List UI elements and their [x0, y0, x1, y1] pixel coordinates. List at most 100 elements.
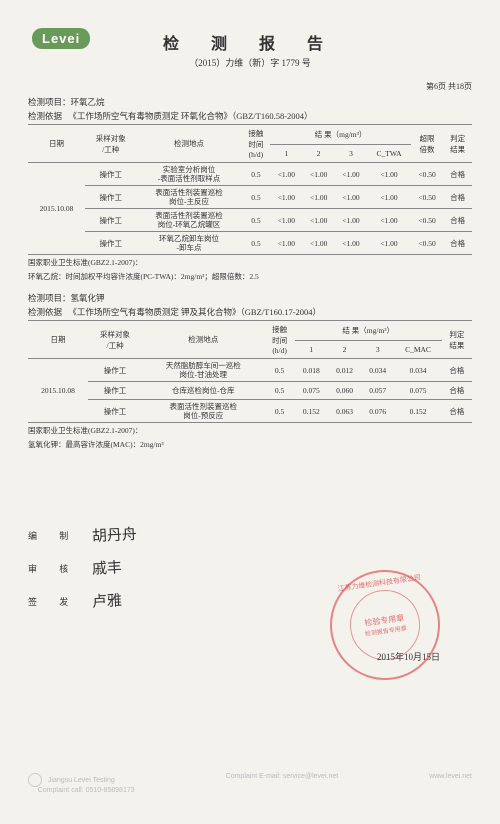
cell-contact: 0.5 — [242, 163, 271, 186]
basis-value: 《工作场所空气有毒物质测定 环氧化合物》（GBZ/T160.58-2004） — [68, 111, 312, 121]
th-result-group: 结 果（mg/m³） — [295, 321, 442, 341]
cell-v1: 0.152 — [295, 400, 328, 423]
cell-v2: 0.060 — [328, 382, 361, 400]
section2-item: 检测项目：氢氧化钾 — [28, 292, 472, 304]
footer-icon — [28, 773, 42, 787]
item-value: 氢氧化钾 — [71, 293, 105, 303]
cell-v2: <1.00 — [303, 232, 335, 255]
issue-name: 卢雅 — [91, 585, 123, 620]
cell-v3: 0.076 — [361, 400, 394, 423]
footer-company: Jiangsu Levei Testing — [48, 777, 115, 784]
compile-name: 胡丹舟 — [91, 519, 138, 554]
th-cmac: C_MAC — [394, 341, 441, 359]
th-date: 日期 — [28, 321, 88, 359]
th-c1: 1 — [295, 341, 328, 359]
cell-contact: 0.5 — [265, 359, 295, 382]
th-judge: 判定 结果 — [442, 321, 472, 359]
cell-judge: 合格 — [442, 359, 472, 382]
cell-subject: 操作工 — [88, 400, 142, 423]
cell-v3: 0.057 — [361, 382, 394, 400]
cell-ctwa: <1.00 — [367, 186, 411, 209]
page-footer: Jiangsu Levei Testing Complaint call: 05… — [28, 773, 472, 794]
cell-location: 实验室分析岗位 -表面活性剂取样点 — [136, 163, 241, 186]
cell-location: 天然脂肪醇车间一巡检 岗位-甘油处理 — [142, 359, 264, 382]
cell-v1: <1.00 — [270, 232, 302, 255]
cell-cmac: 0.075 — [394, 382, 441, 400]
cell-location: 表面活性剂装置巡检 岗位-环氧乙烷罐区 — [136, 209, 241, 232]
section1-footnote2: 环氧乙烷：时间加权平均容许浓度(PC-TWA)：2mg/m³；超限倍数：2.5 — [28, 272, 472, 283]
cell-location: 仓库巡检岗位-仓库 — [142, 382, 264, 400]
section2-basis: 检测依据 《工作场所空气有毒物质测定 钾及其化合物》（GBZ/T160.17-2… — [28, 306, 472, 318]
cell-judge: 合格 — [443, 209, 472, 232]
cell-contact: 0.5 — [242, 209, 271, 232]
section1-item: 检测项目：环氧乙烷 — [28, 96, 472, 108]
cell-contact: 0.5 — [242, 186, 271, 209]
cell-v3: <1.00 — [335, 232, 367, 255]
cell-v2: 0.063 — [328, 400, 361, 423]
table-row: 2015.10.08操作工实验室分析岗位 -表面活性剂取样点0.5<1.00<1… — [28, 163, 472, 186]
footer-url: www.levei.net — [429, 773, 472, 794]
stamp-date: 2015年10月15日 — [377, 650, 440, 663]
report-title: 检 测 报 告 — [28, 30, 472, 54]
section2-table: 日期 采样对象 /工种 检测地点 接触 时间 (h/d) 结 果（mg/m³） … — [28, 320, 472, 423]
th-result-group: 结 果（mg/m³） — [270, 125, 411, 145]
cell-subject: 操作工 — [85, 186, 136, 209]
table-row: 操作工表面活性剂装置巡检 岗位-预反应0.50.1520.0630.0760.1… — [28, 400, 472, 423]
page-number: 第6页 共18页 — [28, 81, 472, 92]
review-name: 戚丰 — [91, 552, 123, 587]
cell-date: 2015.10.08 — [28, 163, 85, 255]
cell-contact: 0.5 — [242, 232, 271, 255]
doc-number: （2015）力维（新）字 1779 号 — [28, 56, 472, 69]
cell-subject: 操作工 — [85, 232, 136, 255]
cell-v2: <1.00 — [303, 186, 335, 209]
th-contact: 接触 时间 (h/d) — [265, 321, 295, 359]
cell-location: 环氧乙烷卸车岗位 -卸车点 — [136, 232, 241, 255]
th-multiple: 超限 倍数 — [411, 125, 443, 163]
th-ctwa: C_TWA — [367, 145, 411, 163]
review-label: 审 核 — [28, 560, 78, 580]
section1-basis: 检测依据 《工作场所空气有毒物质测定 环氧化合物》（GBZ/T160.58-20… — [28, 110, 472, 122]
cell-contact: 0.5 — [265, 400, 295, 423]
cell-ctwa: <1.00 — [367, 163, 411, 186]
cell-v1: <1.00 — [270, 186, 302, 209]
basis-label: 检测依据 — [28, 111, 62, 121]
footer-phone: Complaint call: 0510-85898173 — [38, 787, 135, 794]
cell-subject: 操作工 — [88, 359, 142, 382]
cell-v2: <1.00 — [303, 209, 335, 232]
table-header-row: 日期 采样对象 /工种 检测地点 接触 时间 (h/d) 结 果（mg/m³） … — [28, 125, 472, 145]
cell-multiple: <0.50 — [411, 232, 443, 255]
table-header-row: 日期 采样对象 /工种 检测地点 接触 时间 (h/d) 结 果（mg/m³） … — [28, 321, 472, 341]
th-location: 检测地点 — [142, 321, 264, 359]
cell-v3: 0.034 — [361, 359, 394, 382]
footer-email: Complaint E-mail: service@levei.net — [226, 773, 339, 794]
compile-label: 编 制 — [28, 527, 78, 547]
item-label: 检测项目： — [28, 97, 71, 107]
table-row: 操作工表面活性剂装置巡检 岗位-环氧乙烷罐区0.5<1.00<1.00<1.00… — [28, 209, 472, 232]
th-contact: 接触 时间 (h/d) — [242, 125, 271, 163]
cell-subject: 操作工 — [85, 209, 136, 232]
item-value: 环氧乙烷 — [71, 97, 105, 107]
section2-footnote2: 氢氧化钾：最高容许浓度(MAC)：2mg/m³ — [28, 440, 472, 451]
cell-ctwa: <1.00 — [367, 232, 411, 255]
th-date: 日期 — [28, 125, 85, 163]
cell-ctwa: <1.00 — [367, 209, 411, 232]
section1-footnote1: 国家职业卫生标准(GBZ2.1-2007)： — [28, 258, 472, 269]
cell-location: 表面活性剂装置巡检 岗位-预反应 — [142, 400, 264, 423]
th-c3: 3 — [361, 341, 394, 359]
th-judge: 判定 结果 — [443, 125, 472, 163]
table-row: 操作工仓库巡检岗位-仓库0.50.0750.0600.0570.075合格 — [28, 382, 472, 400]
cell-subject: 操作工 — [88, 382, 142, 400]
cell-multiple: <0.50 — [411, 163, 443, 186]
cell-judge: 合格 — [443, 163, 472, 186]
th-subject: 采样对象 /工种 — [85, 125, 136, 163]
cell-v3: <1.00 — [335, 186, 367, 209]
cell-cmac: 0.152 — [394, 400, 441, 423]
cell-subject: 操作工 — [85, 163, 136, 186]
cell-v3: <1.00 — [335, 163, 367, 186]
th-c2: 2 — [328, 341, 361, 359]
table-row: 操作工环氧乙烷卸车岗位 -卸车点0.5<1.00<1.00<1.00<1.00<… — [28, 232, 472, 255]
section1-table: 日期 采样对象 /工种 检测地点 接触 时间 (h/d) 结 果（mg/m³） … — [28, 124, 472, 255]
cell-multiple: <0.50 — [411, 209, 443, 232]
basis-value: 《工作场所空气有毒物质测定 钾及其化合物》（GBZ/T160.17-2004） — [68, 307, 321, 317]
th-c2: 2 — [303, 145, 335, 163]
